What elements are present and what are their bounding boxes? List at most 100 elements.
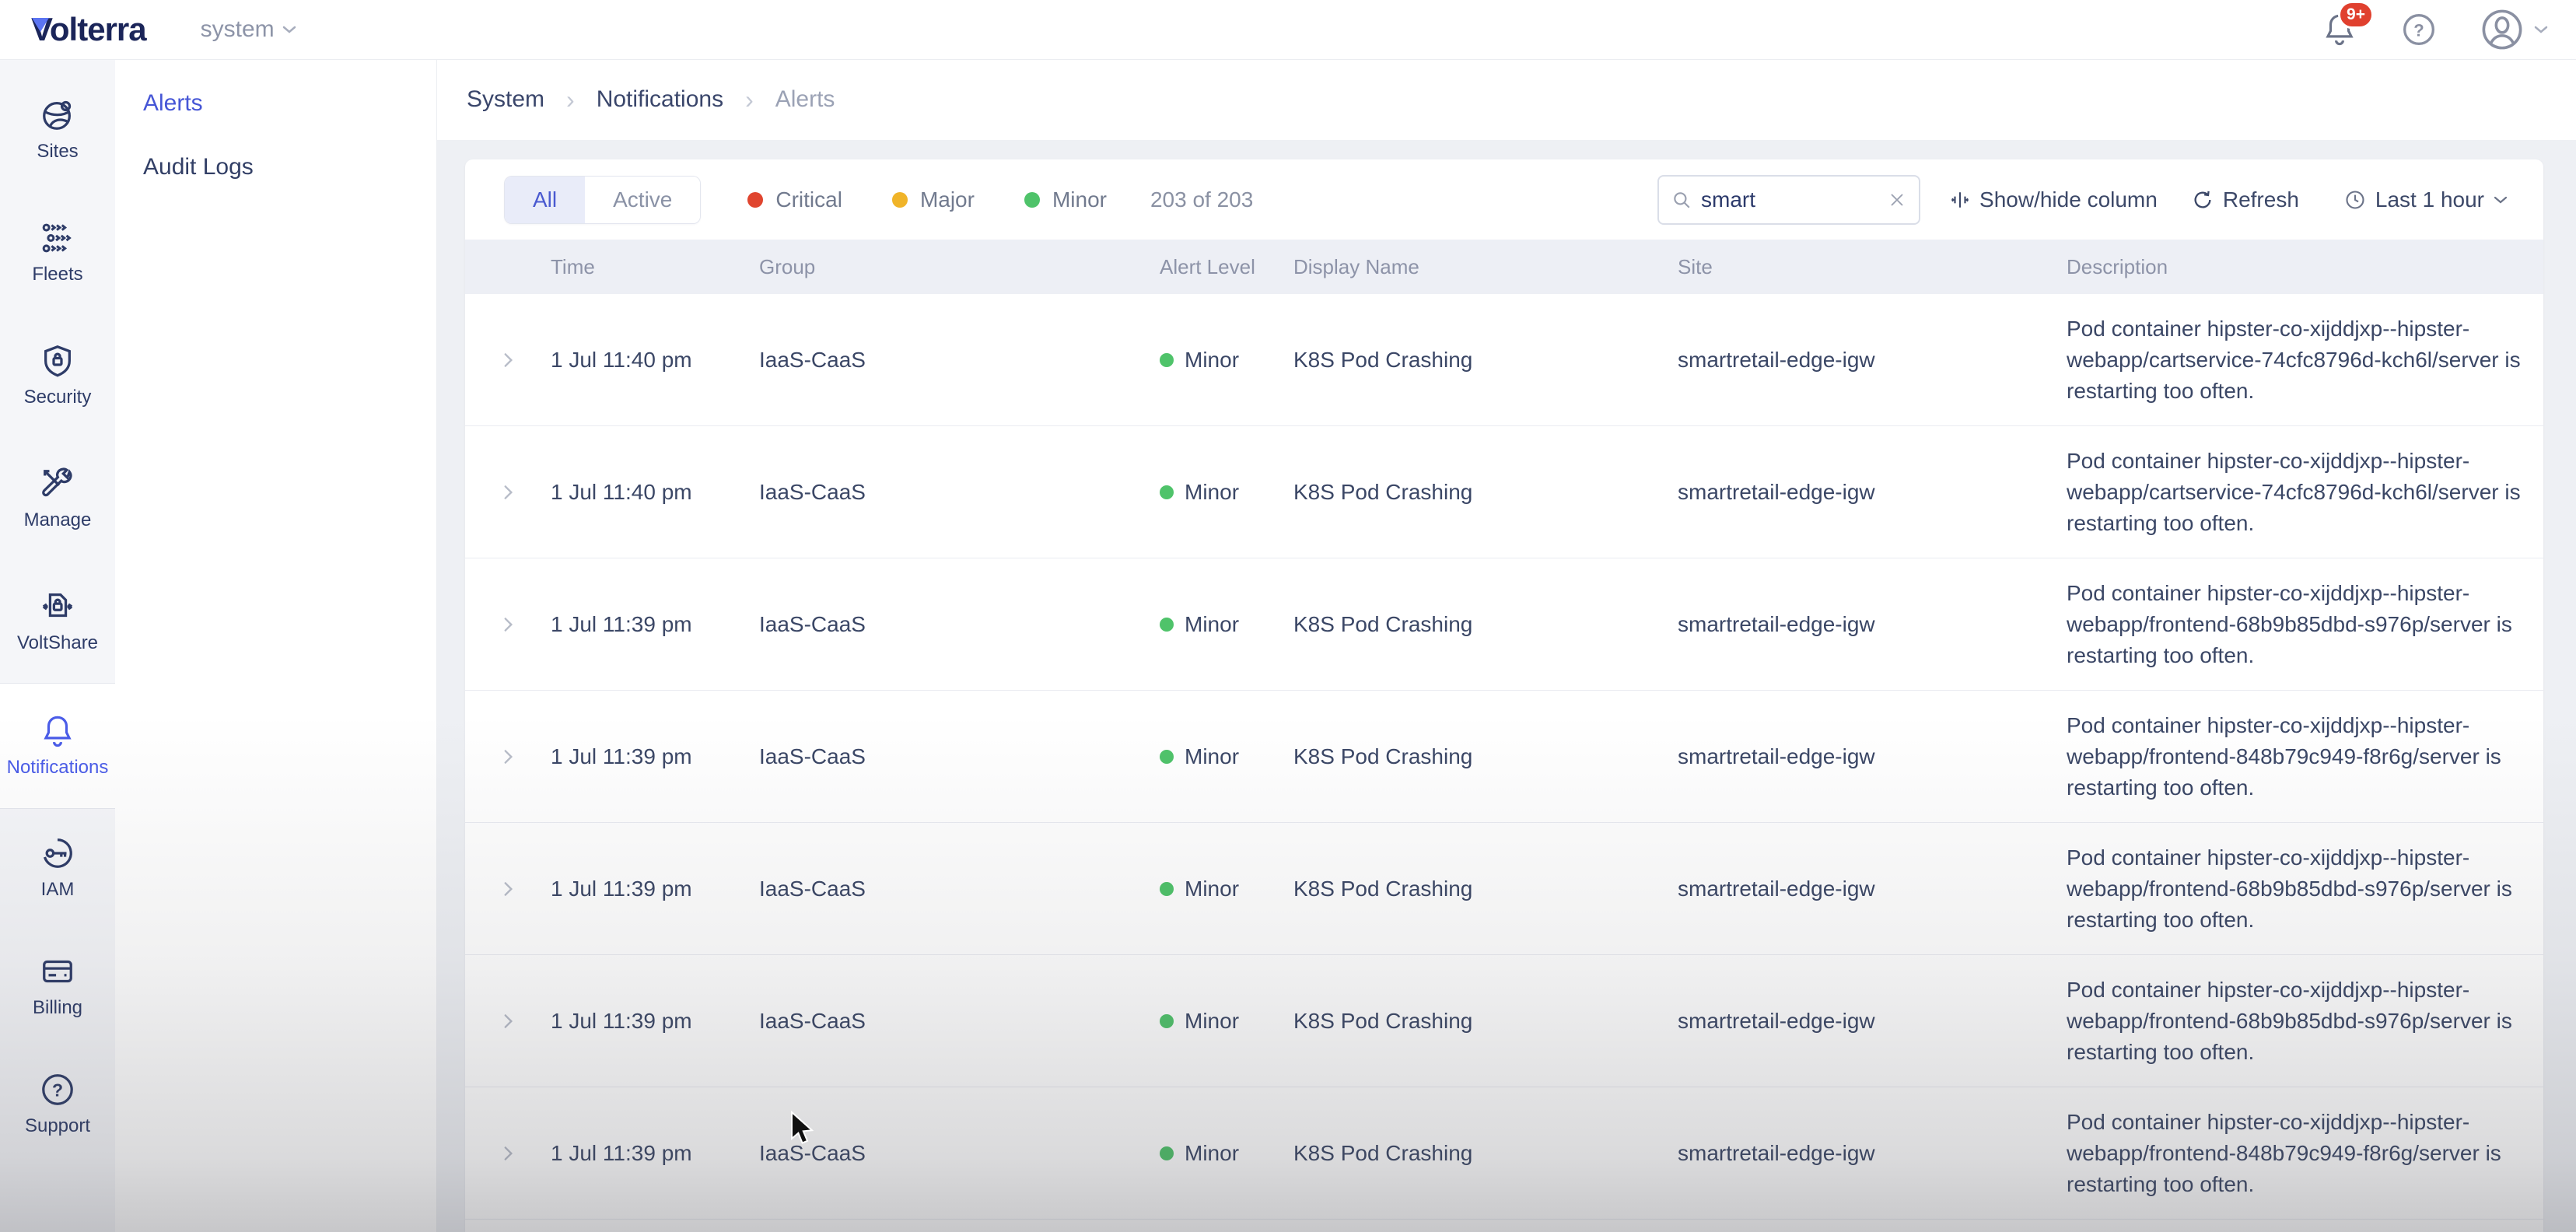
table-row[interactable]: 1 Jul 11:39 pm IaaS-CaaS Minor K8S Pod C… [465,823,2543,955]
time-range-label: Last 1 hour [2375,187,2484,212]
show-hide-column-label: Show/hide column [1979,187,2158,212]
table-row[interactable]: 1 Jul 11:40 pm IaaS-CaaS Minor K8S Pod C… [465,294,2543,426]
expand-row-button[interactable] [498,614,518,635]
alerts-card: All Active Critical Major [465,159,2543,1232]
sidebar-item-notifications[interactable]: Notifications [0,683,115,809]
sidebar-item-manage[interactable]: Manage [0,437,115,560]
alert-level-dot-icon [1160,1146,1174,1160]
expand-row-button[interactable] [498,350,518,370]
table-row[interactable]: 1 Jul 11:39 pm IaaS-CaaS Minor K8S Pod C… [465,955,2543,1087]
column-header-description: Description [2067,254,2168,278]
alert-level-dot-icon [1160,1013,1174,1028]
cell-alert-level: Minor [1160,1141,1293,1166]
tab-active[interactable]: Active [585,176,701,223]
avatar-icon [2482,9,2522,50]
sidebar-item-security[interactable]: Security [0,314,115,437]
sidebar-item-label: VoltShare [16,632,99,653]
table-row[interactable]: 1 Jul 11:39 pm IaaS-CaaS Minor K8S Pod C… [465,691,2543,823]
credit-card-icon [43,960,72,983]
table-header: Time Group Alert Level Display Name Site… [465,240,2543,294]
sidebar-item-support[interactable]: ? Support [0,1045,115,1164]
time-range-selector[interactable]: Last 1 hour [2344,187,2508,212]
chevron-down-icon [282,26,296,33]
cell-time: 1 Jul 11:39 pm [551,1140,692,1165]
expand-row-button[interactable] [498,747,518,767]
cell-description: Pod container hipster-co-xijddjxp--hipst… [2067,580,2512,667]
cell-description: Pod container hipster-co-xijddjxp--hipst… [2067,845,2512,932]
svg-text:?: ? [2413,20,2424,40]
alert-level-label: Minor [1185,744,1240,768]
sidebar-item-label: Security [23,387,92,408]
breadcrumb-notifications[interactable]: Notifications [596,86,724,112]
user-menu[interactable] [2481,9,2548,51]
sidebar-item-label: Support [24,1115,91,1136]
alert-level-label: Minor [1185,479,1240,504]
cell-alert-level: Minor [1160,348,1293,373]
sidebar-item-voltshare[interactable]: VoltShare [0,560,115,683]
expand-row-button[interactable] [498,482,518,502]
minor-dot-icon [1024,191,1040,208]
subnav-item-audit-logs[interactable]: Audit Logs [143,154,254,180]
table-row[interactable]: 1 Jul 11:39 pm IaaS-CaaS Minor K8S Pod C… [465,558,2543,691]
subnav-item-alerts[interactable]: Alerts [143,90,203,116]
table-row[interactable]: 1 Jul 11:40 pm IaaS-CaaS Minor K8S Pod C… [465,426,2543,558]
logo-text: Volterra [31,11,147,47]
columns-icon [1951,191,1969,208]
expand-row-button[interactable] [498,879,518,899]
topbar: Volterra system 9+ ? [0,0,2576,59]
cell-time: 1 Jul 11:39 pm [551,744,692,768]
shield-lock-icon [44,345,71,377]
critical-dot-icon [747,191,764,208]
legend-critical: Critical [747,187,842,212]
sidebar-item-label: Sites [37,141,79,162]
bell-icon [44,716,72,747]
chevron-right-icon [504,617,513,632]
notification-badge: 9+ [2338,1,2374,29]
notifications-bell-button[interactable]: 9+ [2322,1,2374,47]
cell-description: Pod container hipster-co-xijddjxp--hipst… [2067,712,2501,800]
alert-level-label: Minor [1185,1140,1240,1165]
cell-site: smartretail-edge-igw [1678,611,1875,636]
sidebar-item-iam[interactable]: IAM [0,809,115,927]
cell-alert-level: Minor [1160,480,1293,505]
primary-sidebar: Sites Fleets Security [0,59,115,1232]
cell-display-name: K8S Pod Crashing [1293,611,1473,636]
sidebar-item-label: Billing [32,997,83,1018]
cell-group: IaaS-CaaS [759,876,866,901]
tenant-selector[interactable]: system [201,16,296,43]
sidebar-item-sites[interactable]: Sites [0,68,115,191]
cell-time: 1 Jul 11:40 pm [551,347,692,372]
expand-row-button[interactable] [498,1143,518,1164]
chevron-right-icon [504,749,513,764]
body-row: Sites Fleets Security [0,59,2576,1232]
result-count: 203 of 203 [1150,187,1254,212]
cell-alert-level: Minor [1160,612,1293,637]
refresh-button[interactable]: Refresh [2192,187,2299,212]
search-input[interactable] [1701,187,1879,212]
expand-row-button[interactable] [498,1011,518,1031]
legend-label: Critical [775,187,842,212]
legend-major: Major [891,187,975,212]
cell-display-name: K8S Pod Crashing [1293,1008,1473,1033]
cell-site: smartretail-edge-igw [1678,347,1875,372]
clear-search-button[interactable] [1888,191,1906,209]
sidebar-item-fleets[interactable]: Fleets [0,191,115,314]
search-icon [1674,191,1690,208]
chevron-down-icon [2534,26,2548,33]
breadcrumb: System › Notifications › Alerts [437,59,2576,140]
key-icon [43,838,72,868]
alert-level-dot-icon [1160,352,1174,367]
table-row[interactable]: 1 Jul 11:39 pm IaaS-CaaS Minor K8S Pod C… [465,1087,2543,1220]
tenant-name: system [200,16,275,42]
sidebar-item-billing[interactable]: Billing [0,927,115,1045]
secondary-sidebar: Alerts Audit Logs [115,59,437,1232]
tab-all[interactable]: All [505,176,586,223]
breadcrumb-system[interactable]: System [467,86,545,112]
show-hide-column-button[interactable]: Show/hide column [1950,187,2158,212]
legend-label: Minor [1052,187,1107,212]
cell-description: Pod container hipster-co-xijddjxp--hipst… [2067,1109,2501,1196]
help-button[interactable]: ? [2402,12,2436,47]
column-header-time: Time [551,254,595,278]
cell-group: IaaS-CaaS [759,1008,866,1033]
